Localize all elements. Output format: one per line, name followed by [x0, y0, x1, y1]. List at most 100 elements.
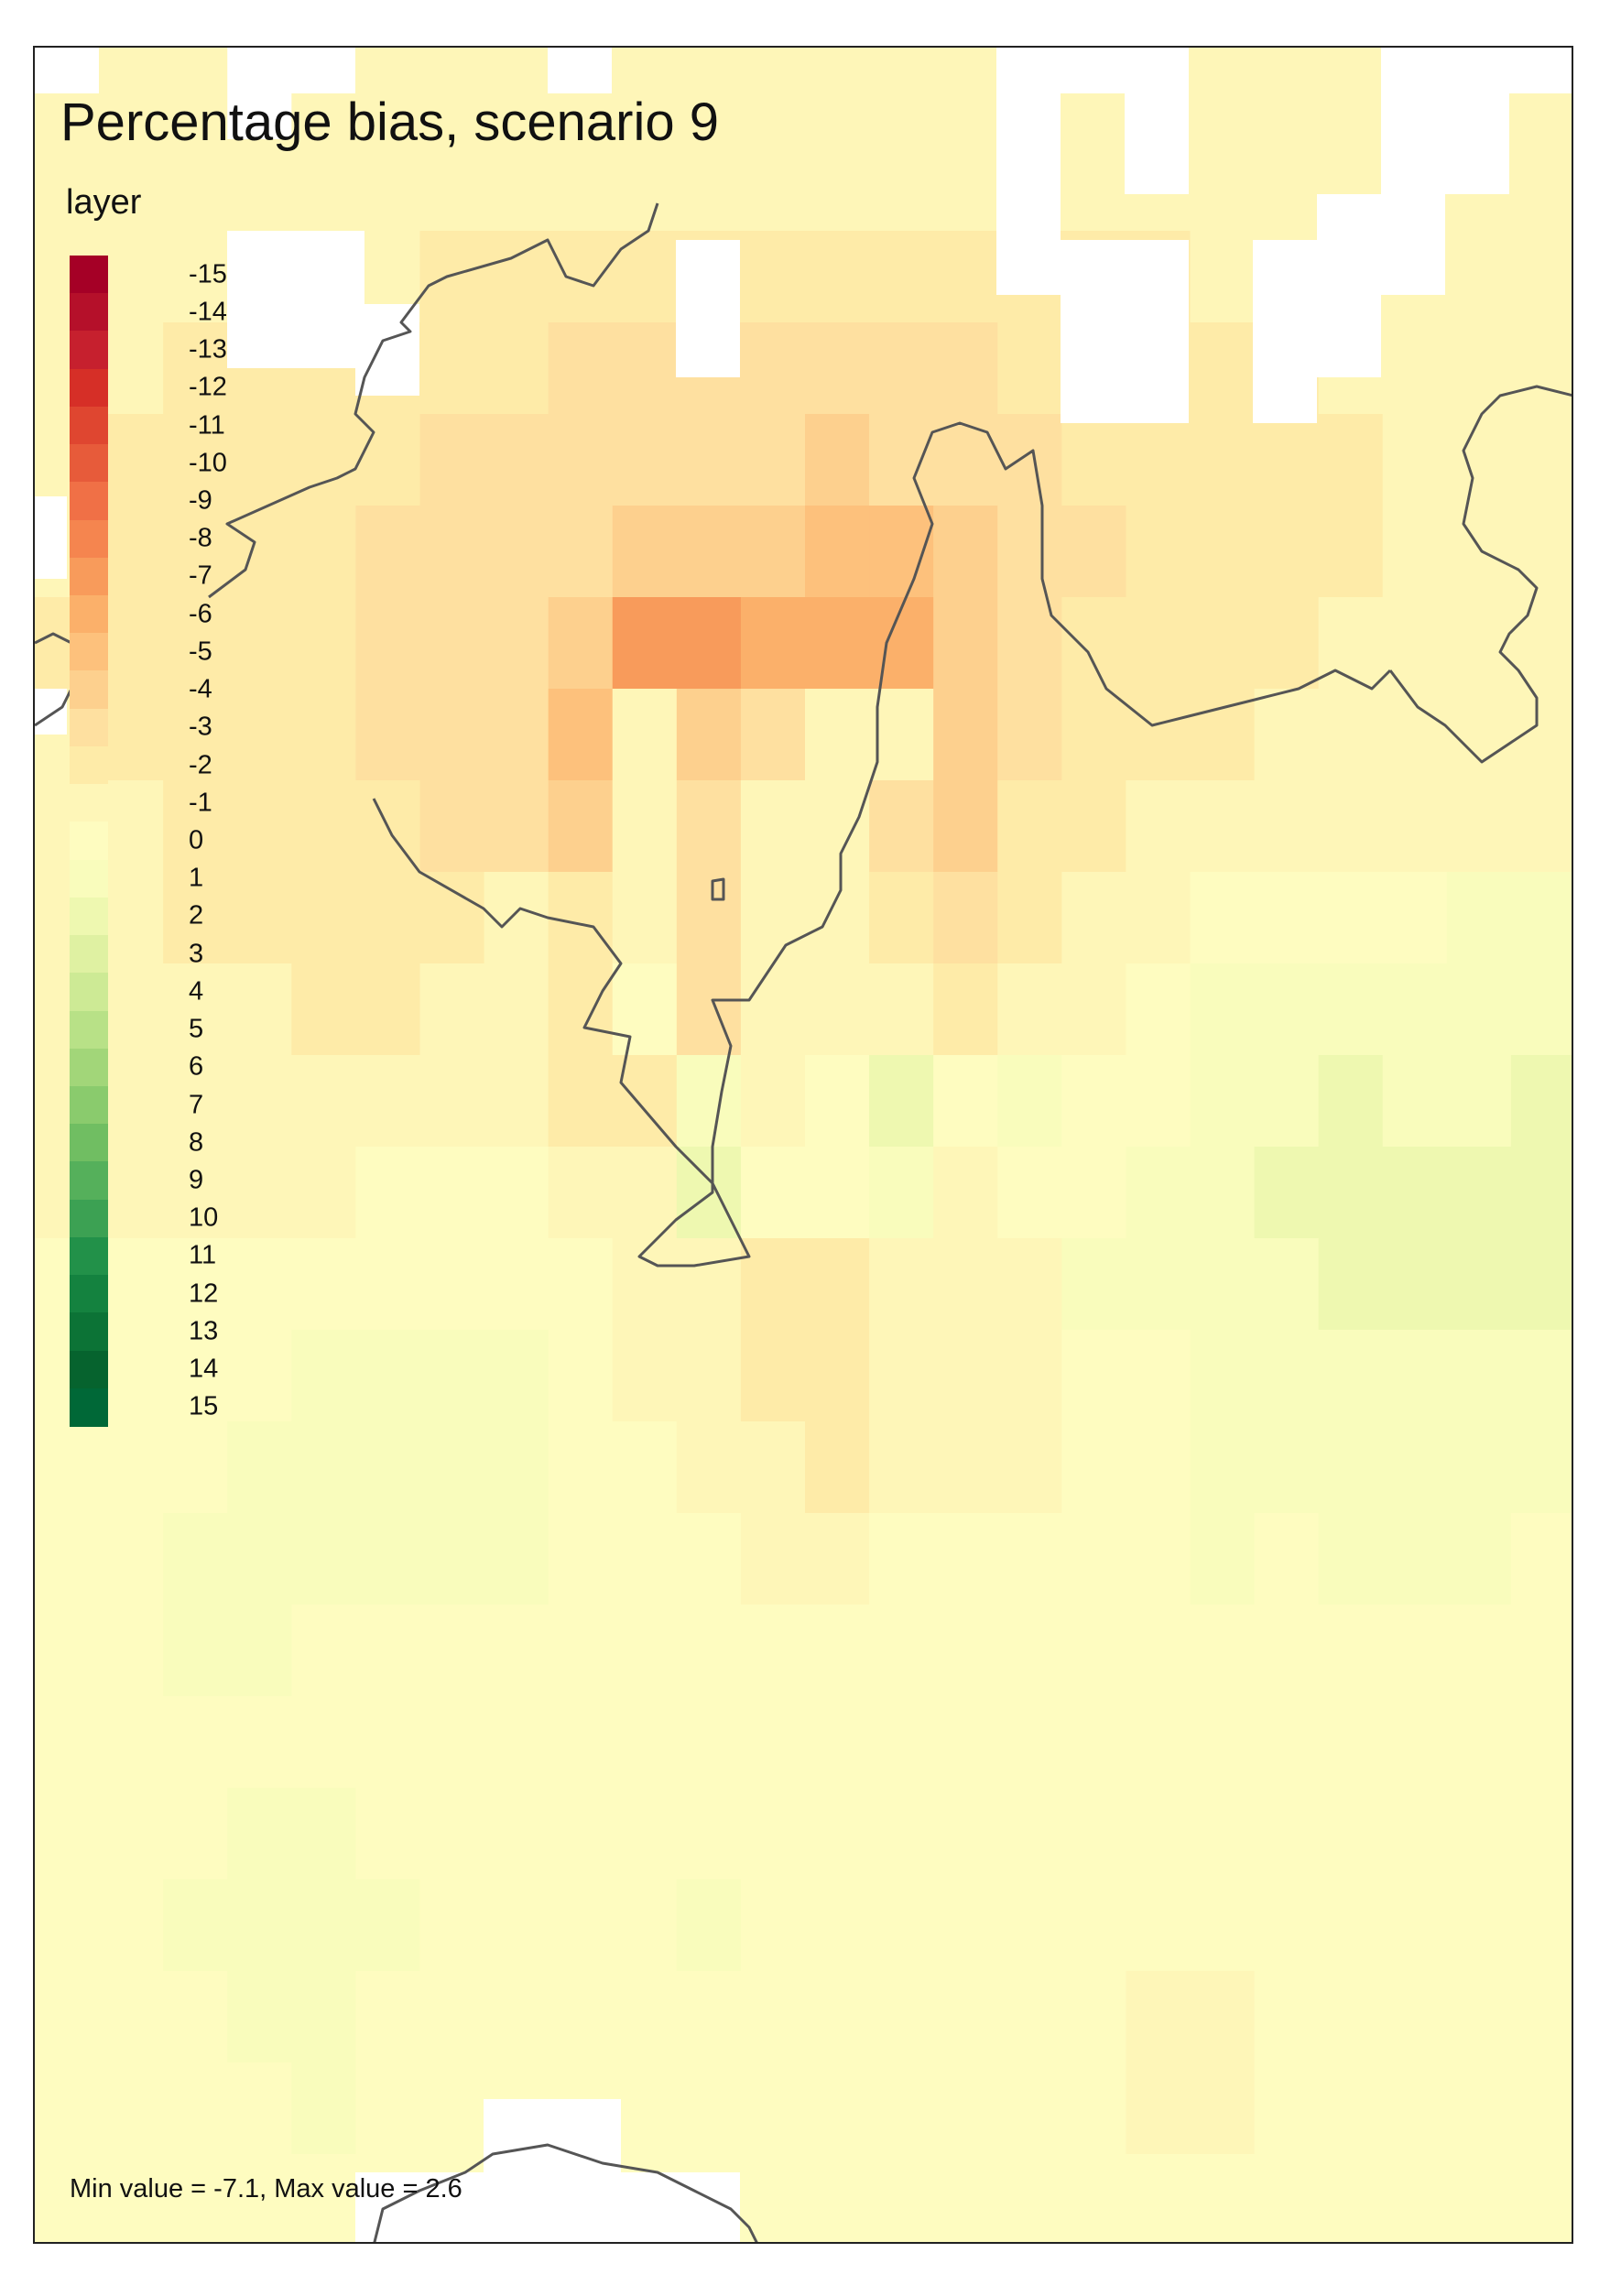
legend-label: 13: [189, 1316, 219, 1346]
raster-cell: [1382, 1879, 1448, 1972]
raster-cell: [933, 322, 998, 415]
raster-cell: [612, 322, 678, 415]
legend-label: 6: [189, 1051, 204, 1082]
raster-cell: [1510, 1421, 1572, 1514]
legend-swatch: [70, 1199, 108, 1238]
raster-cell: [740, 1605, 806, 1697]
raster-cell: [997, 1055, 1062, 1148]
raster-cell: [291, 2062, 357, 2155]
raster-cell: [869, 1879, 934, 1972]
raster-cell: [1446, 1879, 1512, 1972]
raster-cell: [933, 1055, 998, 1148]
raster-cell: [1382, 1971, 1448, 2063]
raster-cell: [1446, 506, 1512, 598]
raster-cell: [163, 689, 228, 781]
legend-label: 10: [189, 1202, 219, 1233]
raster-cell: [1126, 2154, 1191, 2242]
raster-cell: [227, 414, 292, 506]
raster-cell: [740, 506, 806, 598]
raster-cell: [163, 1055, 228, 1148]
raster-cell: [99, 231, 164, 323]
raster-cell: [1446, 963, 1512, 1056]
raster-cell: [1382, 1696, 1448, 1789]
raster-cell: [1061, 2154, 1127, 2242]
raster-cell: [1126, 872, 1191, 964]
raster-cell: [1190, 48, 1256, 140]
legend-swatch: [70, 1236, 108, 1277]
raster-cell: [1190, 1879, 1256, 1972]
legend-swatch: [70, 1387, 108, 1427]
raster-cell: [869, 1605, 934, 1697]
raster-cell: [805, 780, 870, 873]
legend-label: -2: [189, 750, 212, 780]
raster-cell: [1190, 1605, 1256, 1697]
raster-cell: [740, 414, 806, 506]
raster-cell: [1318, 1879, 1384, 1972]
legend-swatch: [70, 1275, 108, 1314]
raster-cell: [676, 2062, 742, 2155]
raster-cell: [99, 597, 164, 690]
raster-cell: [1190, 1330, 1256, 1422]
raster-cell: [1190, 1238, 1256, 1331]
raster-cell: [1510, 1330, 1572, 1422]
raster-cell: [1061, 1605, 1127, 1697]
raster-cell: [548, 1788, 614, 1880]
raster-cell: [740, 1330, 806, 1422]
raster-cell: [419, 1605, 485, 1697]
legend-label: -14: [189, 297, 227, 327]
raster-cell: [1510, 231, 1572, 323]
raster-cell: [548, 1879, 614, 1972]
raster-cell: [227, 1147, 292, 1239]
raster-cell: [1061, 1513, 1127, 1605]
raster-cell: [419, 322, 485, 415]
raster-cell: [99, 414, 164, 506]
legend-swatch: [70, 973, 108, 1012]
raster-cell: [805, 48, 870, 140]
legend-label: -11: [189, 410, 225, 441]
raster-cell: [99, 1605, 164, 1697]
raster-cell: [35, 1605, 100, 1697]
raster-cell: [1254, 48, 1320, 140]
raster-cell: [612, 48, 678, 140]
raster-cell: [869, 1330, 934, 1422]
raster-cell: [1254, 414, 1320, 506]
raster-cell: [227, 1421, 292, 1514]
raster-cell: [99, 322, 164, 415]
raster-cell: [1446, 1696, 1512, 1789]
raster-cell: [1382, 1238, 1448, 1331]
legend-label: -10: [189, 448, 227, 478]
raster-cell: [933, 48, 998, 140]
legend-label: 15: [189, 1391, 219, 1421]
raster-cell: [1382, 1605, 1448, 1697]
raster-cell: [805, 2154, 870, 2242]
raster-cell: [997, 2062, 1062, 2155]
raster-cell: [1254, 139, 1320, 232]
raster-cell: [291, 597, 357, 690]
raster-cell: [740, 1147, 806, 1239]
raster-cell: [291, 2154, 357, 2242]
raster-cell: [291, 506, 357, 598]
legend-label: 4: [189, 976, 204, 1007]
raster-cell: [163, 322, 228, 415]
raster-cell: [1254, 872, 1320, 964]
raster-cell: [1126, 1421, 1191, 1514]
raster-cell: [740, 1513, 806, 1605]
raster-cell: [997, 1238, 1062, 1331]
raster-cell: [869, 2154, 934, 2242]
raster-cell: [1446, 1513, 1512, 1605]
raster-cell: [612, 597, 678, 690]
raster-cell: [1061, 1788, 1127, 1880]
raster-cell: [805, 689, 870, 781]
raster-cell: [869, 322, 934, 415]
raster-cell: [419, 506, 485, 598]
legend-label: -1: [189, 788, 212, 818]
raster-cell: [291, 1330, 357, 1422]
raster-cell: [805, 414, 870, 506]
raster-cell: [1061, 1971, 1127, 2063]
legend-swatch: [70, 293, 108, 332]
raster-cell: [1061, 780, 1127, 873]
raster-cell: [1190, 414, 1256, 506]
raster-cell: [484, 506, 549, 598]
raster-cell: [99, 1879, 164, 1972]
raster-cell: [548, 414, 614, 506]
